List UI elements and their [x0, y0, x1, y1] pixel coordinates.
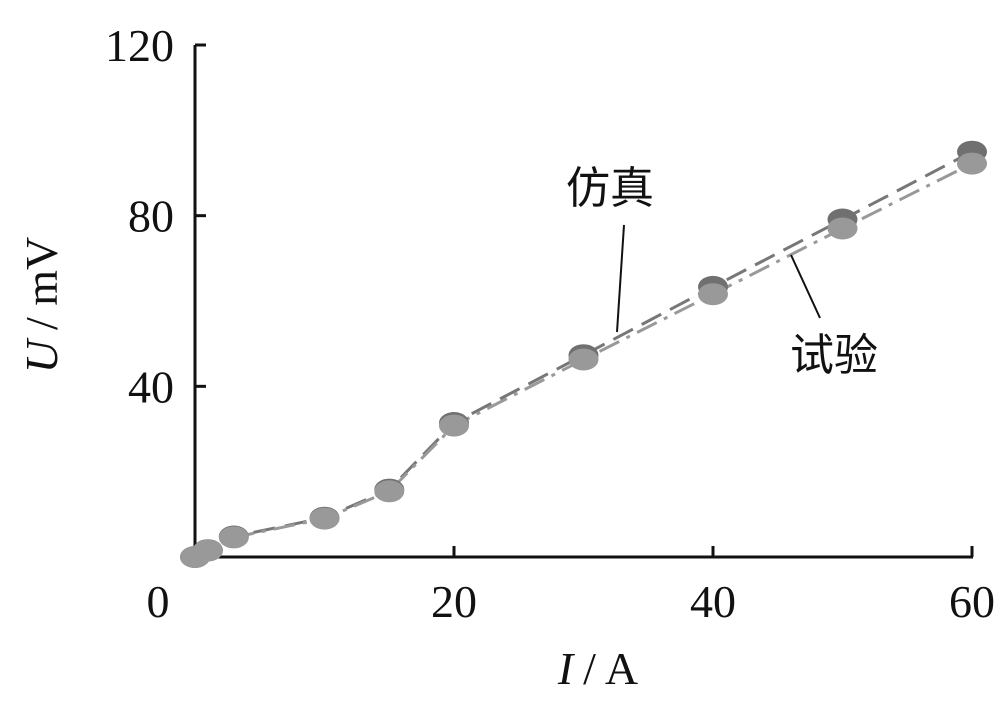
y-axis-symbol: U — [16, 337, 67, 373]
series-label-sim-leader — [616, 224, 625, 333]
y-tick-label: 120 — [105, 20, 174, 71]
x-axis-unit: / A — [583, 643, 638, 694]
y-tick-label: 80 — [128, 191, 174, 242]
x-tick-label: 0 — [147, 576, 170, 627]
x-tick-label: 60 — [949, 576, 995, 627]
series-1-point — [218, 526, 249, 549]
series-label-test: 试验 — [790, 330, 878, 381]
tick-labels: 0 20 40 60 40 80 120 — [105, 20, 995, 627]
series-1-point — [698, 283, 728, 306]
series-1-point — [192, 539, 223, 562]
series-label-sim: 仿真 — [566, 163, 654, 214]
y-tick-label: 40 — [128, 361, 174, 412]
series-1-point — [827, 217, 858, 240]
x-axis-symbol: I — [557, 643, 576, 694]
series-1-point — [568, 348, 599, 371]
series-1-point — [439, 414, 469, 437]
x-axis-title: I / A — [557, 643, 638, 694]
y-axis-unit: / mV — [16, 237, 67, 330]
x-tick-label: 40 — [690, 576, 736, 627]
series-line-1 — [194, 162, 973, 559]
y-axis-title: U / mV — [16, 237, 67, 374]
marker-layer — [180, 140, 987, 568]
series-label-test-leader — [790, 254, 821, 319]
series-1-point — [374, 480, 405, 503]
series-1-point — [957, 152, 987, 175]
x-tick-label: 20 — [431, 576, 477, 627]
series-1-point — [309, 507, 340, 530]
series-layer — [194, 150, 973, 559]
axes — [193, 43, 974, 559]
